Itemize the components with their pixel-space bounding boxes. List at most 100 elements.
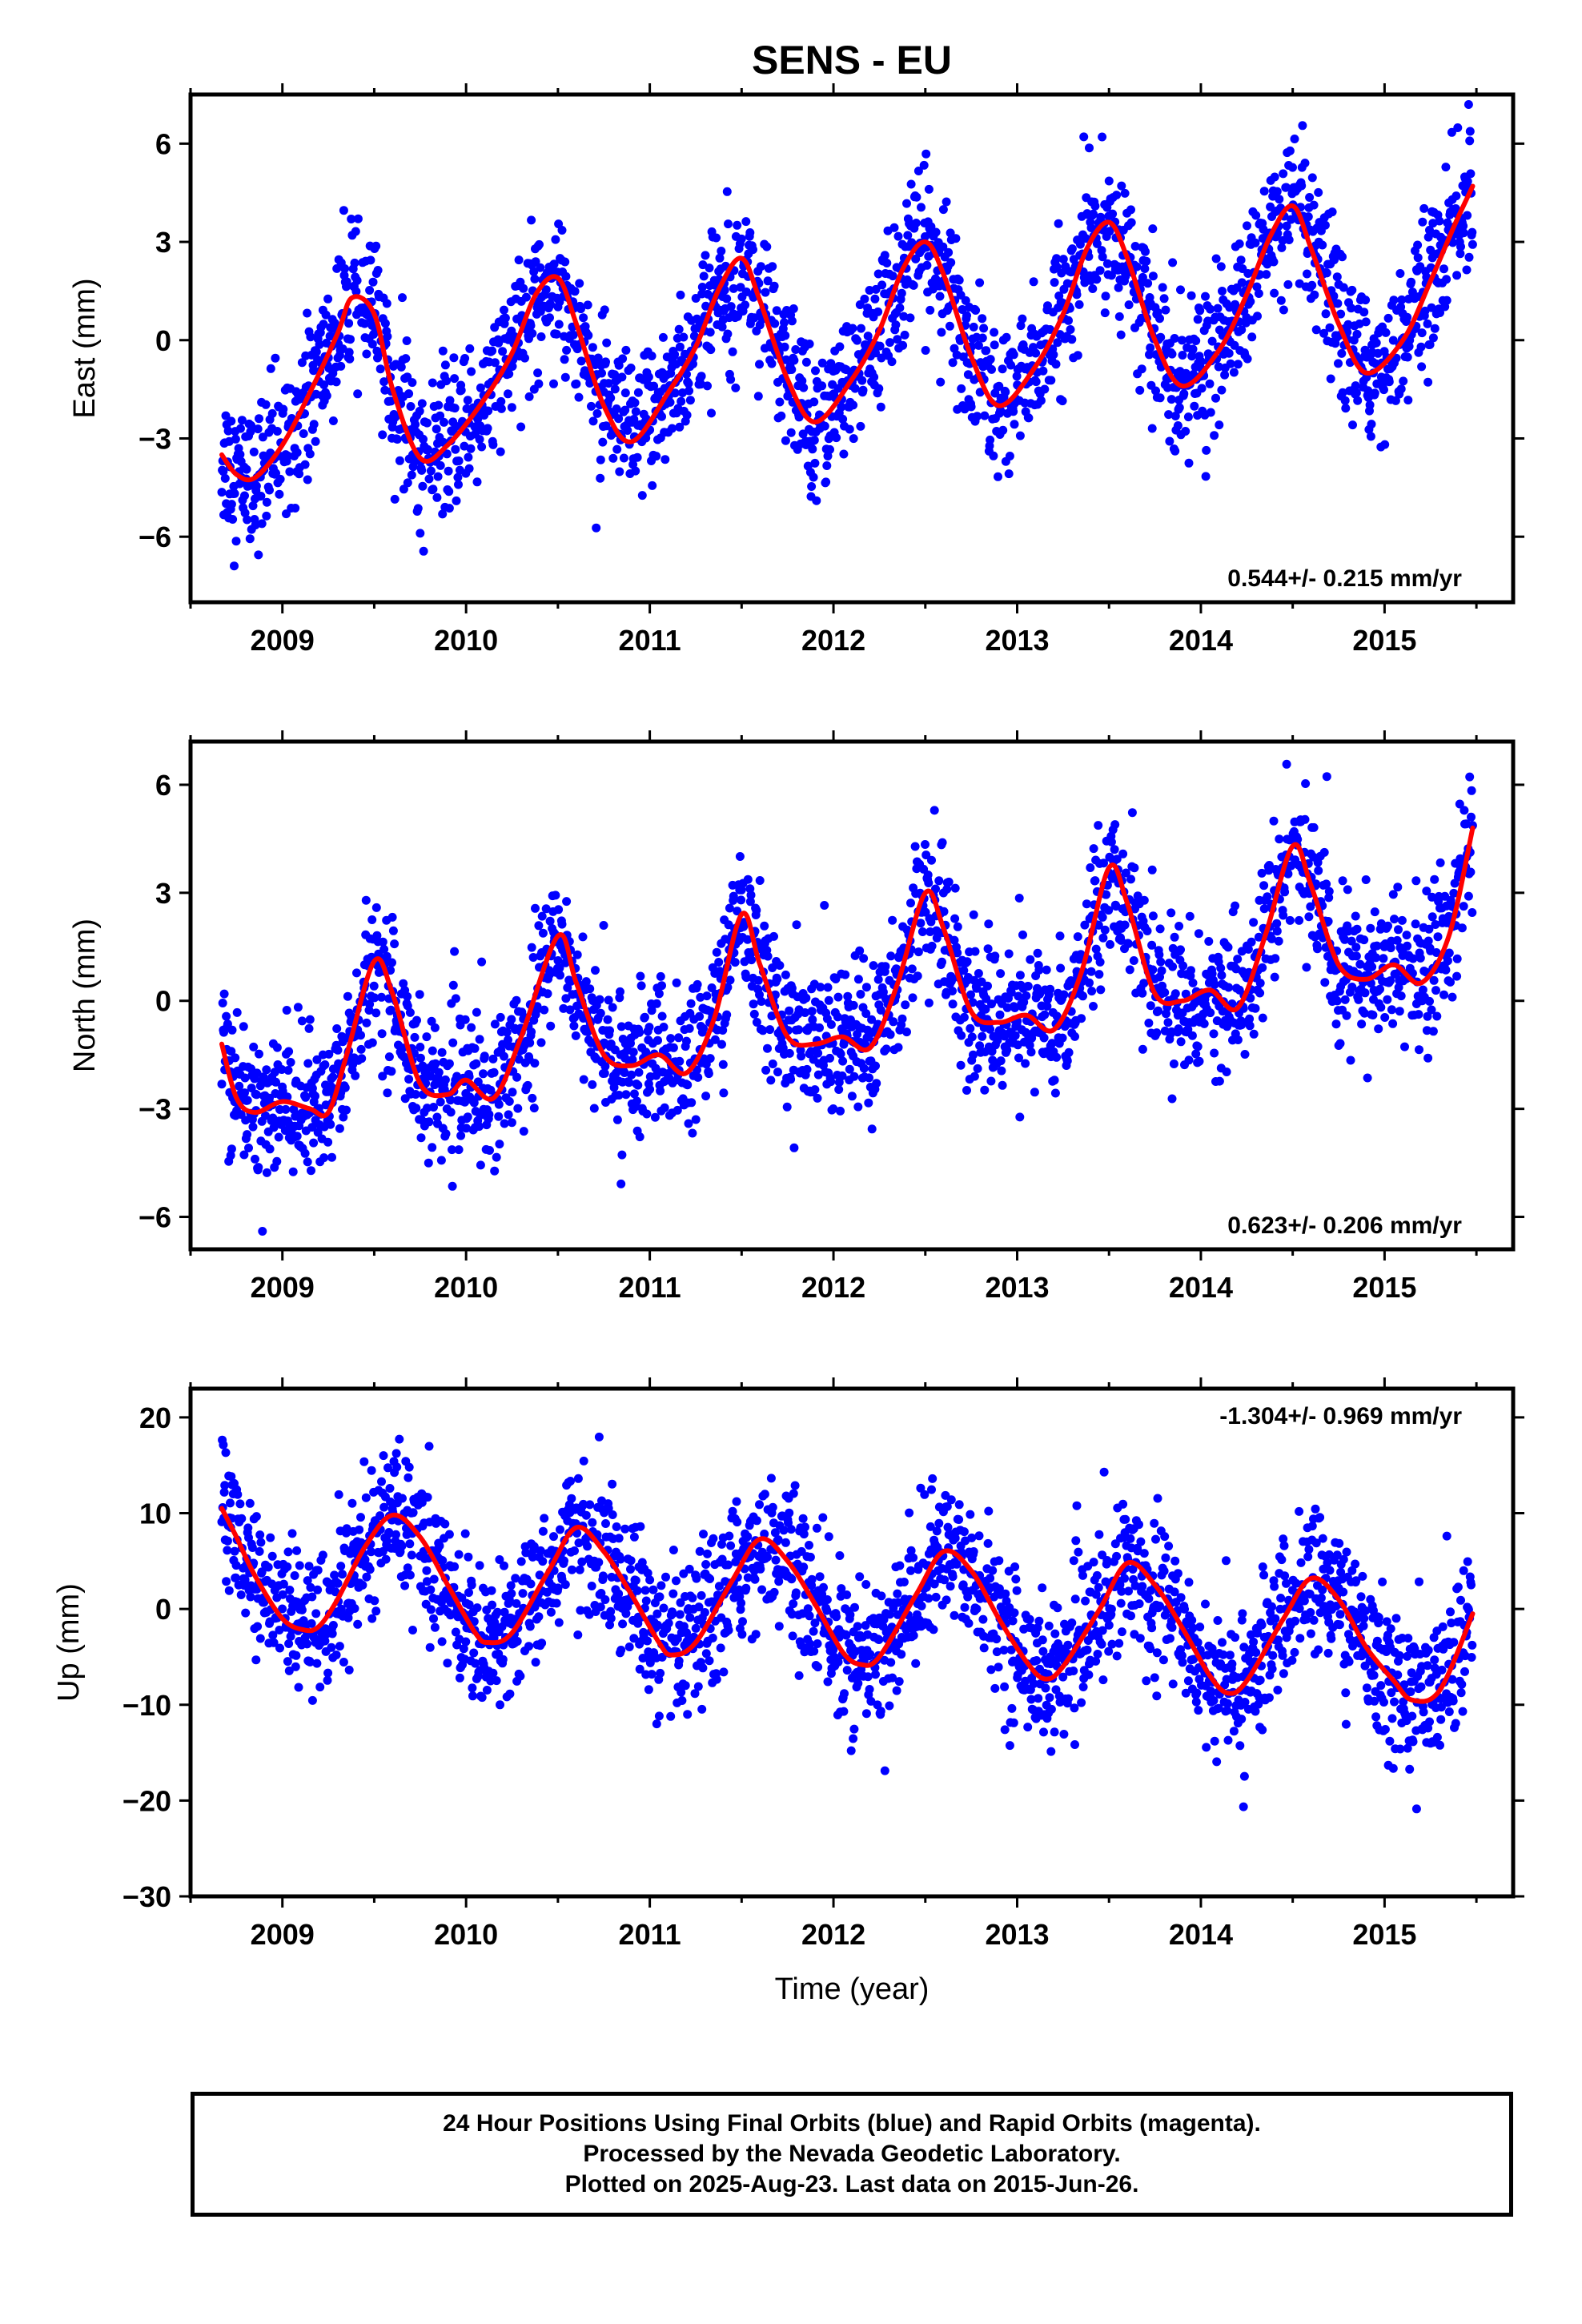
data-point <box>1424 924 1434 934</box>
data-point <box>873 307 883 316</box>
data-point <box>370 993 379 1003</box>
data-point <box>871 1061 880 1071</box>
data-point <box>570 287 580 296</box>
data-point <box>1155 314 1164 324</box>
data-point <box>227 1025 237 1035</box>
data-point <box>1465 136 1475 146</box>
data-point <box>504 369 514 379</box>
data-point <box>628 1055 637 1064</box>
data-point <box>429 1614 438 1623</box>
data-point <box>1359 308 1369 317</box>
data-point <box>798 429 808 439</box>
data-point <box>1380 1013 1390 1022</box>
data-point <box>787 365 797 374</box>
data-point <box>1277 243 1287 252</box>
data-point <box>242 464 251 474</box>
data-point <box>1097 246 1106 255</box>
data-point <box>781 331 790 340</box>
data-point <box>446 1108 456 1117</box>
data-point <box>328 1072 338 1082</box>
data-point <box>303 1639 312 1649</box>
data-point <box>442 449 452 459</box>
data-point <box>1351 943 1361 952</box>
data-point <box>1141 247 1150 256</box>
data-point <box>1464 252 1474 262</box>
data-point <box>629 1089 639 1099</box>
data-point <box>1428 1027 1438 1036</box>
data-point <box>648 480 657 490</box>
data-point <box>908 993 917 1003</box>
data-point <box>1309 822 1319 832</box>
data-point <box>241 1608 251 1618</box>
data-point <box>669 1043 678 1052</box>
data-point <box>1170 932 1179 942</box>
y-axis-label-east: East (mm) <box>68 278 102 418</box>
data-point <box>1167 1094 1177 1104</box>
data-point <box>1085 143 1094 153</box>
data-point <box>1429 975 1439 985</box>
data-point <box>725 975 735 985</box>
data-point <box>596 455 605 464</box>
data-point <box>1322 772 1331 782</box>
data-point <box>323 1137 333 1147</box>
data-point <box>268 1630 278 1640</box>
data-point <box>500 1051 508 1061</box>
data-point <box>281 1104 291 1114</box>
data-point <box>315 1683 325 1692</box>
data-point <box>295 469 304 479</box>
data-point <box>454 1145 464 1155</box>
data-point <box>552 329 561 339</box>
data-point <box>1271 954 1280 963</box>
data-point <box>689 360 697 368</box>
data-point <box>1433 932 1443 942</box>
data-point <box>346 335 355 344</box>
data-point <box>338 1570 347 1579</box>
data-point <box>1427 1005 1436 1015</box>
data-point <box>405 1570 415 1580</box>
data-point <box>1174 1024 1183 1034</box>
data-point <box>1051 360 1061 369</box>
data-point <box>647 1006 656 1015</box>
data-point <box>729 891 738 901</box>
data-point <box>231 1573 240 1582</box>
data-point <box>554 905 564 915</box>
data-point <box>309 1138 319 1148</box>
data-point <box>978 1031 987 1041</box>
data-point <box>262 1168 271 1177</box>
data-point <box>377 1477 386 1486</box>
data-point <box>378 430 387 440</box>
data-point <box>335 1642 344 1651</box>
data-point <box>612 1115 622 1124</box>
data-point <box>1351 388 1361 397</box>
data-point <box>304 1023 314 1033</box>
data-point <box>507 1118 516 1128</box>
data-point <box>1251 1003 1260 1013</box>
data-point <box>587 401 596 411</box>
data-point <box>731 383 741 392</box>
data-point <box>913 167 923 175</box>
data-point <box>654 989 664 999</box>
data-point <box>833 992 843 1002</box>
data-point <box>1089 844 1098 854</box>
data-point <box>1259 904 1269 914</box>
data-point <box>1124 939 1133 948</box>
data-point <box>672 978 681 987</box>
x-tick-label: 2015 <box>1352 1271 1416 1304</box>
data-point <box>666 1034 676 1043</box>
data-point <box>617 372 627 382</box>
data-point <box>1452 271 1462 280</box>
data-point <box>383 1463 392 1473</box>
data-point <box>415 990 424 999</box>
data-point <box>1098 132 1107 142</box>
data-point <box>743 935 753 944</box>
data-point <box>620 405 630 415</box>
data-point <box>322 391 331 400</box>
data-point <box>1318 240 1327 250</box>
data-point <box>1340 396 1350 405</box>
data-point <box>820 421 829 431</box>
data-point <box>685 1023 694 1033</box>
data-point <box>422 1032 432 1042</box>
data-point <box>500 313 510 323</box>
data-point <box>243 1130 252 1140</box>
data-point <box>1394 925 1403 935</box>
